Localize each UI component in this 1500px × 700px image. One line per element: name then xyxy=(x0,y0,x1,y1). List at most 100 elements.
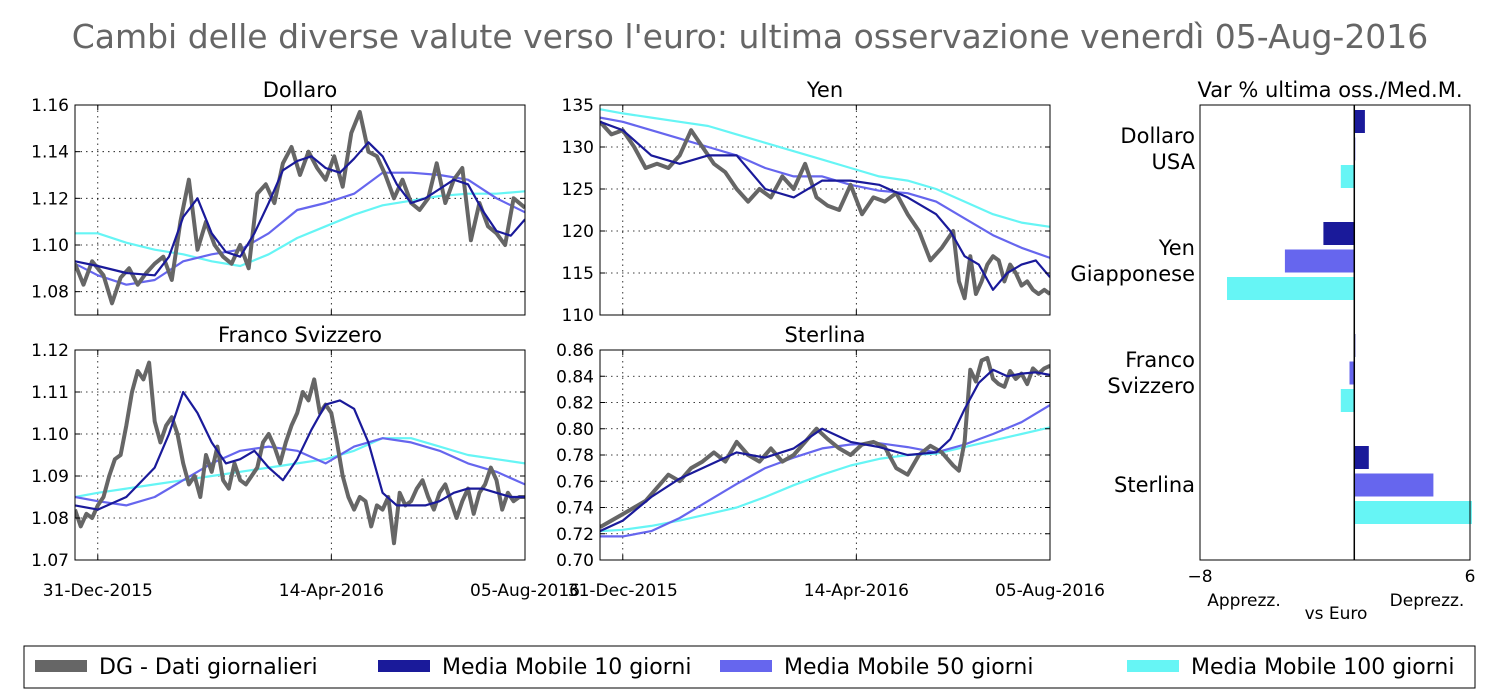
plot-frame xyxy=(74,104,526,316)
legend-label: DG - Dati giornalieri xyxy=(99,655,318,680)
series-ma10 xyxy=(600,368,1050,533)
panel-title: Sterlina xyxy=(785,323,866,347)
y-tick-label: 1.08 xyxy=(31,509,69,529)
y-tick-label: 1.12 xyxy=(31,189,69,209)
y-tick-label: 0.82 xyxy=(556,394,594,414)
y-tick-label: 1.10 xyxy=(31,236,69,256)
y-tick-label: 0.72 xyxy=(556,525,594,545)
category-line: Dollaro xyxy=(1120,124,1195,148)
series-ma100 xyxy=(75,190,525,268)
y-tick-label: 0.86 xyxy=(556,341,594,361)
x-tick-label: 05-Aug-2016 xyxy=(470,581,580,601)
bar-ma10 xyxy=(1354,446,1369,469)
y-tick-label: 120 xyxy=(562,222,594,242)
bar-ma10 xyxy=(1354,110,1365,133)
series-ma50 xyxy=(75,171,525,286)
series-daily xyxy=(75,360,525,546)
series-ma10 xyxy=(75,390,525,511)
legend-swatch-ma10 xyxy=(378,660,430,672)
legend-label: Media Mobile 50 giorni xyxy=(784,655,1033,680)
series-ma50 xyxy=(75,437,525,507)
y-tick-label: 1.16 xyxy=(31,96,69,116)
category-line: Svizzero xyxy=(1107,374,1195,398)
y-tick-label: 1.09 xyxy=(31,467,69,487)
x-tick-label: −8 xyxy=(1187,567,1212,587)
panel-title: Yen xyxy=(806,78,843,102)
x-tick-label: 05-Aug-2016 xyxy=(995,581,1105,601)
y-tick-label: 115 xyxy=(562,264,594,284)
y-tick-label: 1.12 xyxy=(31,341,69,361)
y-tick-label: 1.07 xyxy=(31,551,69,571)
x-tick-label: 14-Apr-2016 xyxy=(279,581,384,601)
y-tick-label: 0.74 xyxy=(556,499,594,519)
apprezz-label: Apprezz. xyxy=(1207,591,1281,611)
bar-ma50 xyxy=(1349,361,1355,385)
series-ma10 xyxy=(75,141,525,277)
y-tick-label: 1.14 xyxy=(31,143,69,163)
series-daily xyxy=(600,120,1050,301)
series-ma50 xyxy=(600,404,1050,538)
line-panels: 1.081.101.121.141.16Dollaro1101151201251… xyxy=(31,78,1105,601)
bar-ma10 xyxy=(1323,222,1355,245)
legend-label: Media Mobile 100 giorni xyxy=(1191,655,1454,680)
series-ma100 xyxy=(600,426,1050,533)
panel-2: 1.07 1.08 1.09 1.10 1.11 1.12 31-Dec-2015 14-Ap… xyxy=(31,323,580,601)
x-tick-label: 31-Dec-2015 xyxy=(43,581,153,601)
category-label: Dollaro USA xyxy=(1120,124,1195,174)
panel-1: 110 115 120 125 130 135 Yen xyxy=(562,78,1051,326)
deprezz-label: Deprezz. xyxy=(1390,591,1465,611)
panel-0: 1.08 1.10 1.12 1.14 1.16 Dollaro xyxy=(31,78,526,316)
bar-title: Var % ultima oss./Med.M. xyxy=(1197,78,1462,102)
y-tick-label: 0.84 xyxy=(556,367,594,387)
bar-ma50 xyxy=(1284,249,1355,273)
category-line: Giapponese xyxy=(1070,262,1195,286)
x-tick-label: 14-Apr-2016 xyxy=(804,581,909,601)
y-tick-label: 130 xyxy=(562,138,594,158)
category-line: Sterlina xyxy=(1114,473,1195,497)
category-line: Franco xyxy=(1125,348,1195,372)
legend-label: Media Mobile 10 giorni xyxy=(442,655,691,680)
category-label: Yen Giapponese xyxy=(1070,236,1195,286)
bar-ma50 xyxy=(1354,473,1434,497)
series-ma100 xyxy=(75,437,525,499)
series-daily xyxy=(75,110,525,306)
legend-swatch-ma100 xyxy=(1127,660,1179,672)
x-tick-label: 6 xyxy=(1465,567,1476,587)
y-tick-label: 0.80 xyxy=(556,420,594,440)
y-tick-label: 125 xyxy=(562,180,594,200)
y-tick-label: 0.70 xyxy=(556,551,594,571)
panel-title: Dollaro xyxy=(263,78,338,102)
series-daily xyxy=(600,355,1050,529)
y-tick-label: 1.10 xyxy=(31,425,69,445)
x-axis-label: vs Euro xyxy=(1305,604,1368,624)
y-tick-label: 0.78 xyxy=(556,446,594,466)
category-label: Franco Svizzero xyxy=(1107,348,1195,398)
y-tick-label: 1.08 xyxy=(31,283,69,303)
legend-swatch-daily xyxy=(35,660,87,672)
bar-ma100 xyxy=(1340,389,1355,412)
plot-frame xyxy=(74,349,526,561)
panel-3: 0.70 0.72 0.74 0.76 0.78 0.80 0.82 0.84 0.86 31-D… xyxy=(556,323,1105,601)
bar-ma100 xyxy=(1340,165,1355,188)
y-tick-label: 135 xyxy=(562,96,594,116)
y-tick-label: 1.11 xyxy=(31,383,69,403)
bar-ma100 xyxy=(1227,277,1355,300)
plot-frame xyxy=(599,104,1051,316)
y-tick-label: 0.76 xyxy=(556,472,594,492)
y-tick-label: 110 xyxy=(562,306,594,326)
category-label: Sterlina xyxy=(1114,473,1195,497)
bar-panel: Dollaro USA Yen Giapponese Franco Svizzero Ste… xyxy=(1070,78,1475,624)
series-ma10 xyxy=(600,120,1050,291)
legend: DG - Dati giornalieri Media Mobile 10 gio… xyxy=(23,645,1476,689)
panel-title: Franco Svizzero xyxy=(218,323,382,347)
series-ma100 xyxy=(600,108,1050,228)
x-tick-label: 31-Dec-2015 xyxy=(568,581,678,601)
series-ma50 xyxy=(600,116,1050,259)
bar-frame xyxy=(1199,104,1471,561)
main-title: Cambi delle diverse valute verso l'euro:… xyxy=(72,17,1429,56)
legend-swatch-ma50 xyxy=(720,660,772,672)
category-line: Yen xyxy=(1158,236,1195,260)
bar-ma100 xyxy=(1354,501,1472,524)
category-line: USA xyxy=(1152,150,1196,174)
